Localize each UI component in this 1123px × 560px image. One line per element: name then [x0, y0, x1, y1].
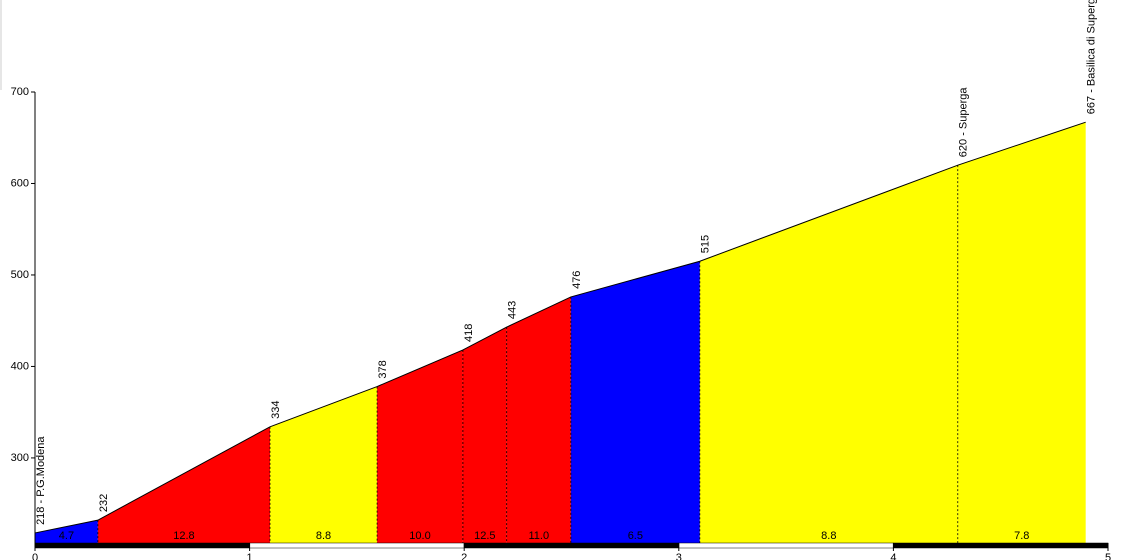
km-bar: [893, 542, 1109, 549]
elevation-label: 334: [270, 400, 282, 418]
y-tick-label: 400: [11, 360, 29, 372]
elevation-label: 378: [377, 360, 389, 378]
gradient-segment: [97, 426, 270, 543]
y-tick-label: 600: [11, 177, 29, 189]
y-tick-label: 300: [11, 452, 29, 464]
x-tick-label: 3: [676, 552, 682, 560]
x-tick-label: 5: [1105, 552, 1111, 560]
gradient-label: 6.5: [628, 530, 643, 542]
gradient-segment: [462, 327, 507, 543]
gradient-segment: [699, 165, 958, 544]
km-bar: [34, 542, 250, 549]
km-bar: [463, 542, 680, 549]
gradient-label: 12.8: [173, 530, 194, 542]
gradient-segment: [506, 296, 571, 543]
x-tick-label: 0: [32, 552, 38, 560]
gradient-label: 7.8: [1014, 530, 1029, 542]
x-tick-label: 1: [247, 552, 253, 560]
gradient-segment: [957, 122, 1086, 543]
elevation-label: 443: [507, 301, 519, 319]
gradient-label: 10.0: [409, 530, 430, 542]
elevation-label: 232: [98, 494, 110, 512]
elevation-label: 620 - Superga: [958, 87, 970, 158]
elevation-label: 515: [700, 235, 712, 253]
x-tick-label: 4: [890, 552, 896, 560]
km-bar: [249, 542, 465, 549]
elevation-label: 476: [571, 271, 583, 289]
gradient-label: 8.8: [821, 530, 836, 542]
elevation-label: 218 - P.G.Modena: [35, 436, 47, 525]
gradient-segment: [269, 386, 378, 543]
gradient-segment: [570, 261, 700, 543]
profile-line: [34, 121, 1086, 534]
gradient-label: 12.5: [474, 530, 495, 542]
x-tick-label: 2: [461, 552, 467, 560]
elevation-label: 418: [463, 324, 475, 342]
y-tick-label: 500: [11, 269, 29, 281]
gradient-label: 8.8: [316, 530, 331, 542]
gradient-segment: [35, 520, 98, 543]
gradient-label: 11.0: [528, 530, 549, 542]
elevation-label: 667 - Basilica di Superga: [1086, 0, 1098, 114]
km-bar: [678, 542, 894, 549]
y-tick-label: 700: [11, 86, 29, 98]
gradient-segment: [377, 349, 463, 543]
gradient-label: 4.7: [59, 530, 74, 542]
